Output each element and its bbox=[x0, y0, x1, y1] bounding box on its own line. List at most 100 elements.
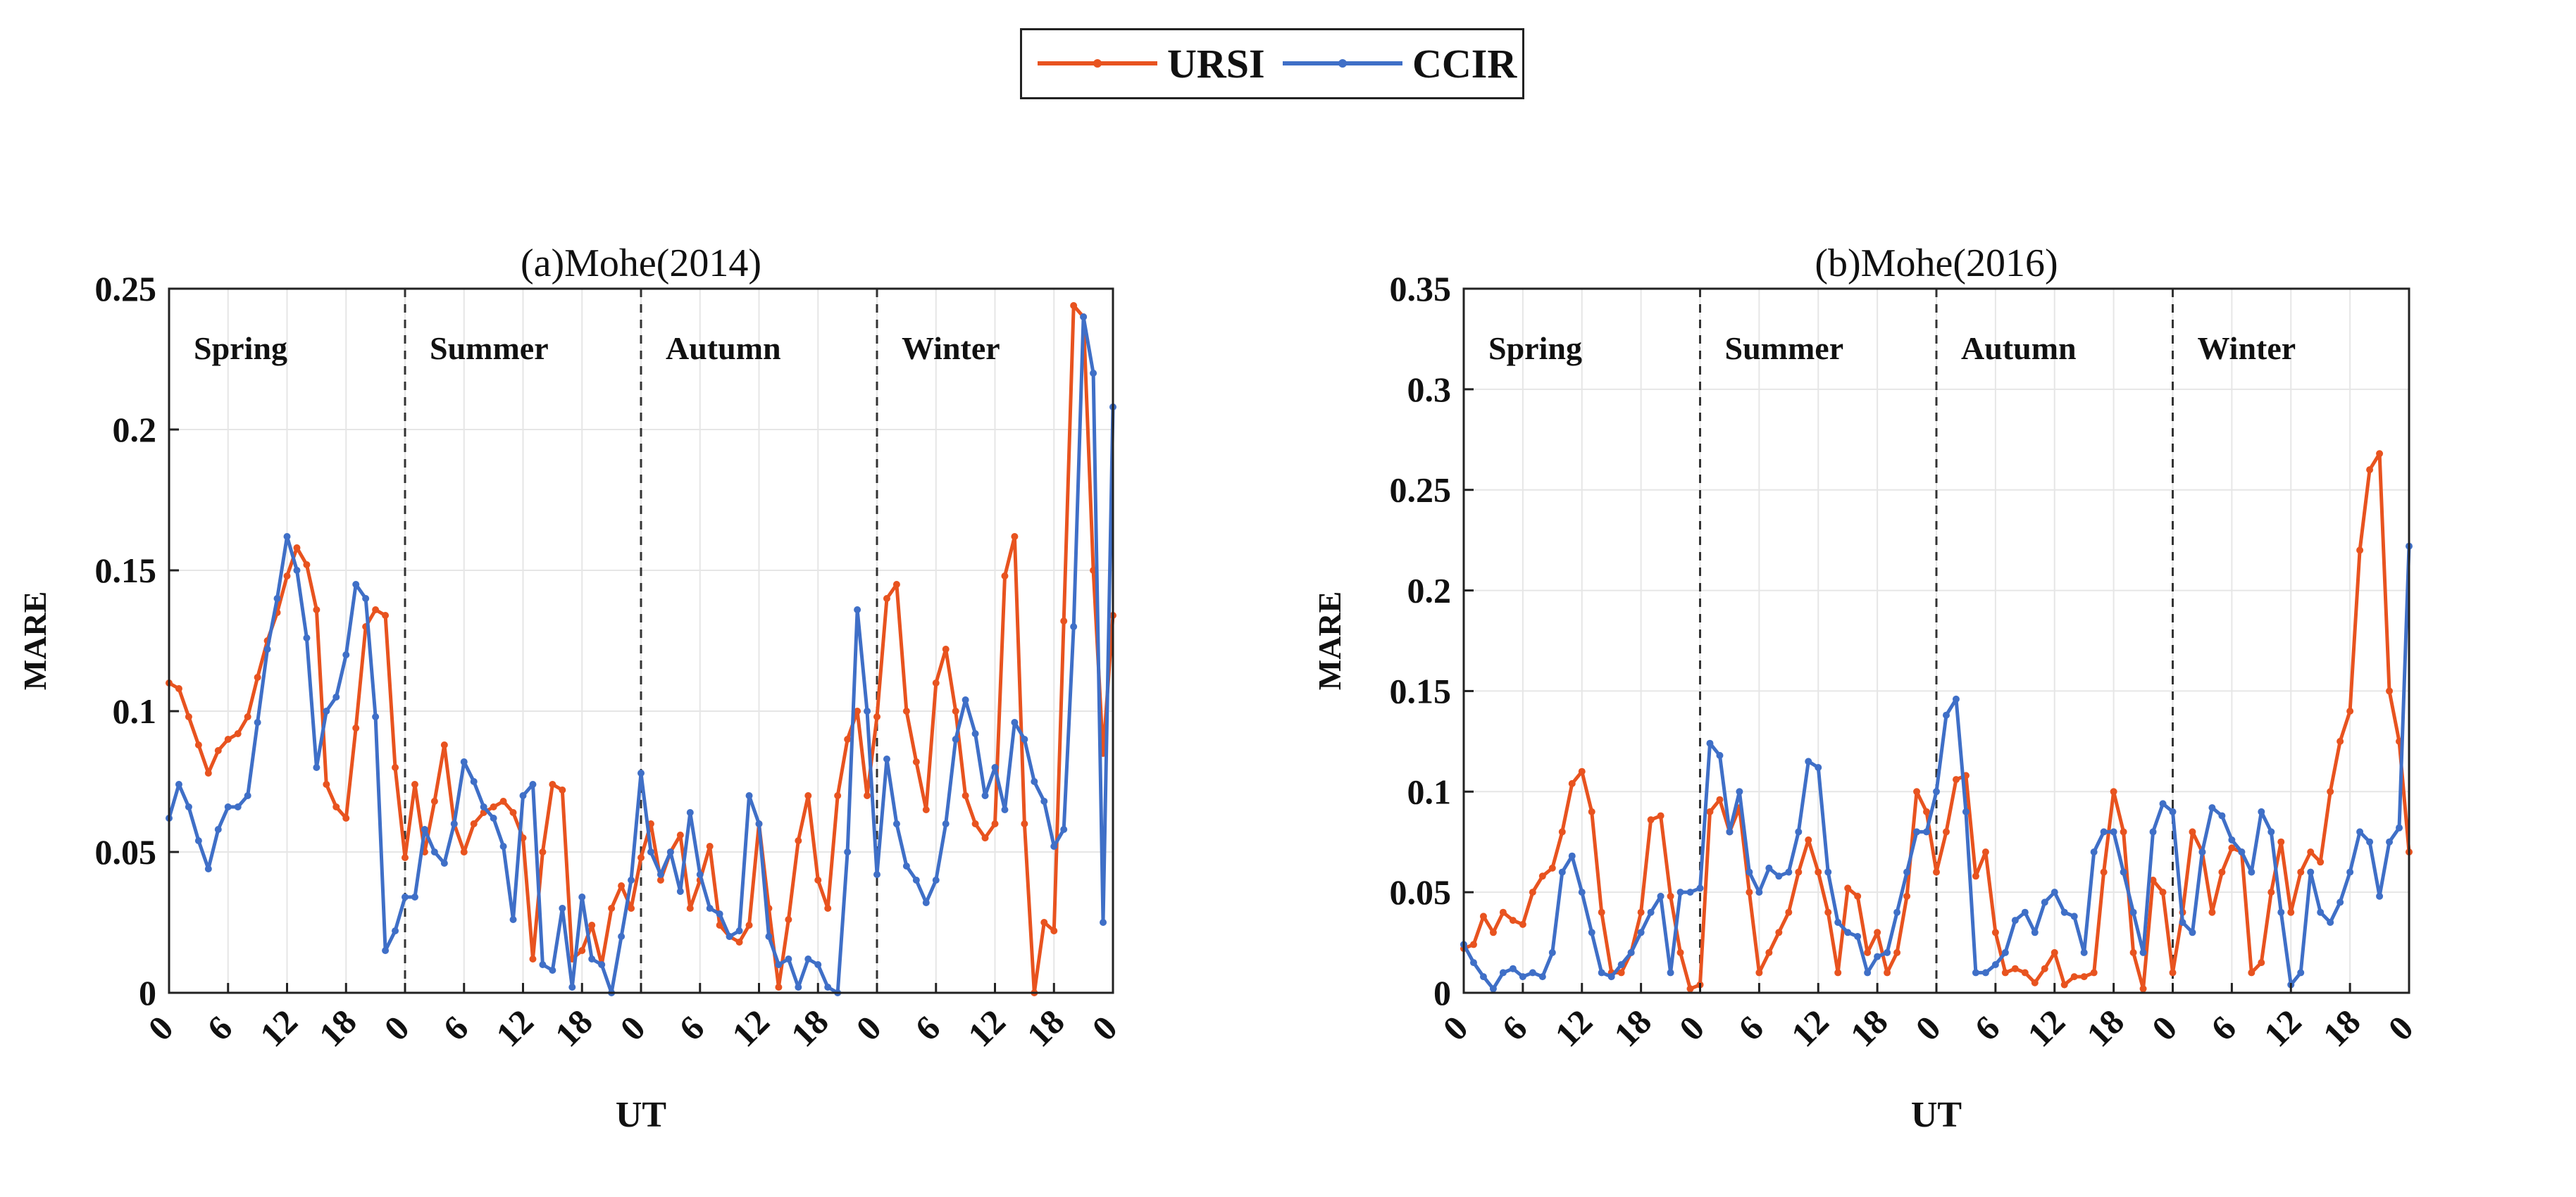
data-point-ccir bbox=[2198, 848, 2206, 856]
data-point-ccir bbox=[1736, 788, 1743, 796]
data-point-ccir bbox=[480, 803, 487, 810]
data-point-ccir bbox=[785, 955, 792, 963]
data-point-ccir bbox=[706, 905, 714, 912]
data-point-ursi bbox=[2090, 969, 2098, 977]
data-point-ccir bbox=[2248, 868, 2255, 876]
data-point-ursi bbox=[392, 764, 399, 771]
data-point-ursi bbox=[834, 792, 842, 799]
data-point-ursi bbox=[2080, 973, 2088, 981]
data-point-ursi bbox=[1001, 572, 1009, 579]
data-point-ursi bbox=[2021, 969, 2029, 977]
data-point-ursi bbox=[1676, 948, 1684, 956]
y-tick-label: 0.2 bbox=[113, 410, 157, 449]
data-point-ccir bbox=[2307, 868, 2315, 876]
data-point-ccir bbox=[1040, 798, 1048, 805]
data-point-ccir bbox=[2021, 908, 2029, 916]
data-point-ccir bbox=[2337, 898, 2344, 906]
data-point-ccir bbox=[637, 770, 645, 777]
data-point-ccir bbox=[2149, 828, 2157, 836]
y-tick-label: 0 bbox=[1433, 973, 1451, 1013]
x-tick-label: 6 bbox=[2203, 1008, 2244, 1048]
data-point-ccir bbox=[2169, 808, 2177, 815]
data-point-ccir bbox=[1824, 868, 1832, 876]
x-axis-label: UT bbox=[616, 1095, 666, 1135]
data-point-ccir bbox=[1942, 711, 1950, 719]
data-point-ursi bbox=[2267, 889, 2275, 896]
data-point-ccir bbox=[1913, 828, 1921, 836]
data-point-ccir bbox=[1489, 985, 1497, 993]
data-point-ursi bbox=[892, 581, 900, 588]
y-tick-label: 0 bbox=[139, 973, 156, 1013]
data-point-ursi bbox=[185, 713, 192, 720]
season-label-autumn: Autumn bbox=[1961, 330, 2077, 366]
data-point-ccir bbox=[912, 877, 920, 884]
data-point-ccir bbox=[942, 820, 950, 827]
data-point-ursi bbox=[2277, 838, 2285, 846]
x-tick-label: 0 bbox=[848, 1008, 888, 1048]
x-tick-label: 6 bbox=[435, 1008, 475, 1048]
data-point-ursi bbox=[382, 612, 390, 619]
data-point-ccir bbox=[2327, 919, 2334, 926]
data-point-ccir bbox=[2159, 800, 2167, 808]
data-point-ursi bbox=[1637, 908, 1645, 916]
data-point-ccir bbox=[234, 803, 242, 810]
data-point-ursi bbox=[539, 848, 547, 856]
data-point-ccir bbox=[1755, 889, 1763, 896]
data-point-ursi bbox=[912, 758, 920, 765]
x-tick-label: 18 bbox=[547, 1002, 600, 1055]
data-point-ursi bbox=[499, 798, 507, 805]
data-point-ccir bbox=[175, 781, 182, 788]
data-point-ccir bbox=[922, 899, 930, 906]
data-point-ccir bbox=[873, 871, 881, 878]
data-point-ursi bbox=[608, 905, 616, 912]
data-point-ursi bbox=[991, 820, 999, 827]
data-point-ursi bbox=[1070, 302, 1078, 309]
data-point-ursi bbox=[372, 606, 380, 613]
data-point-ursi bbox=[735, 939, 743, 946]
data-point-ccir bbox=[686, 809, 694, 816]
data-point-ccir bbox=[204, 865, 212, 872]
data-point-ursi bbox=[1598, 908, 1605, 916]
data-point-ursi bbox=[1499, 908, 1507, 916]
data-point-ccir bbox=[824, 984, 832, 991]
data-point-ccir bbox=[1568, 852, 1576, 860]
data-point-ursi bbox=[962, 792, 969, 799]
data-point-ursi bbox=[529, 955, 537, 963]
data-point-ursi bbox=[2337, 737, 2344, 745]
data-point-ursi bbox=[1040, 919, 1048, 926]
data-point-ursi bbox=[2386, 687, 2394, 695]
data-point-ursi bbox=[2041, 965, 2048, 972]
data-point-ccir bbox=[2218, 812, 2226, 820]
data-point-ccir bbox=[470, 778, 478, 785]
data-point-ccir bbox=[402, 894, 409, 901]
data-point-ursi bbox=[352, 725, 360, 732]
data-point-ursi bbox=[2366, 466, 2374, 474]
data-point-ccir bbox=[628, 877, 635, 884]
data-point-ccir bbox=[1726, 828, 1734, 836]
data-point-ccir bbox=[1469, 959, 1477, 967]
data-point-ursi bbox=[578, 947, 586, 954]
data-point-ccir bbox=[1765, 864, 1773, 872]
season-label-summer: Summer bbox=[1725, 330, 1844, 366]
data-point-ursi bbox=[254, 674, 261, 681]
data-point-ursi bbox=[2287, 908, 2295, 916]
data-point-ursi bbox=[1844, 884, 1852, 892]
data-point-ursi bbox=[559, 786, 566, 794]
data-point-ccir bbox=[1795, 828, 1803, 836]
data-point-ursi bbox=[293, 544, 301, 551]
panel-b: Spring Summer Autumn Winter 0 0.05 0.1 0.15 0.2 0… bbox=[1312, 242, 2421, 1135]
data-point-ccir bbox=[568, 984, 576, 991]
data-point-ursi bbox=[470, 820, 478, 827]
x-tick-label: 6 bbox=[199, 1008, 239, 1048]
x-tick-label: 0 bbox=[376, 1008, 416, 1048]
y-tick-label: 0.1 bbox=[1407, 772, 1452, 811]
data-point-ccir bbox=[1050, 843, 1058, 850]
data-point-ccir bbox=[1686, 889, 1694, 896]
data-point-ursi bbox=[785, 916, 792, 923]
data-point-ccir bbox=[2090, 848, 2098, 856]
data-point-ccir bbox=[1864, 969, 1872, 977]
data-point-ursi bbox=[332, 803, 340, 810]
data-point-ursi bbox=[1785, 908, 1793, 916]
data-point-ccir bbox=[1607, 973, 1615, 981]
legend-item-ursi: URSI bbox=[1038, 39, 1265, 88]
